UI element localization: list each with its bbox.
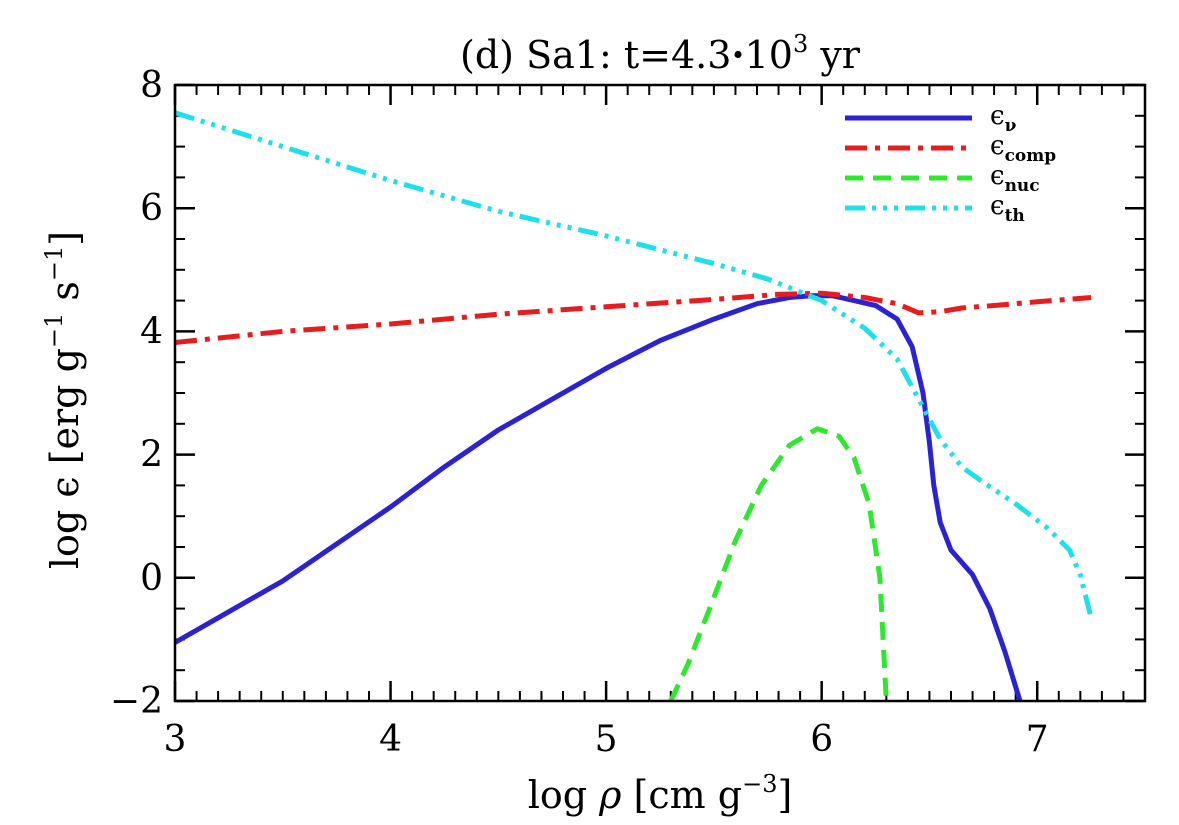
- ylabel-symbol: ϵ: [43, 476, 87, 497]
- x-tick-label: 4: [379, 719, 402, 760]
- y-tick-label: 4: [140, 311, 163, 352]
- ylabel-prefix: log: [43, 498, 87, 569]
- minor-ticks: [175, 85, 1146, 701]
- title-suffix: yr: [808, 33, 861, 77]
- y-axis-label: log ϵ [erg g−1 s−1]: [40, 231, 87, 569]
- y-tick-label: 2: [140, 435, 163, 476]
- xlabel-exponent: −3: [742, 770, 777, 798]
- title-exponent: 3: [793, 30, 808, 58]
- title-prefix: (d) Sa1: t=4.3: [460, 33, 731, 77]
- x-tick-labels: 3 4 5 6 7: [164, 719, 1049, 760]
- ylabel-middle: [erg g: [43, 348, 87, 476]
- x-tick-label: 5: [595, 719, 618, 760]
- xlabel-suffix: ]: [777, 773, 792, 817]
- ylabel-suffix: ]: [43, 231, 87, 246]
- series-layer: [173, 110, 1094, 703]
- xlabel-prefix: log: [528, 773, 599, 817]
- title-base: 10: [745, 33, 793, 77]
- x-axis-label: log ρ [cm g−3]: [528, 770, 793, 817]
- ylabel-exp2: −1: [40, 246, 68, 281]
- y-tick-labels: −2 0 2 4 6 8: [110, 65, 163, 722]
- y-tick-label: 0: [140, 558, 163, 599]
- ylabel-exp1: −1: [40, 313, 68, 348]
- title-dot: ·: [731, 32, 744, 77]
- x-tick-label: 7: [1026, 719, 1049, 760]
- chart-title: (d) Sa1: t=4.3·103 yr: [460, 30, 861, 77]
- legend-label-comp: ϵcomp: [990, 131, 1056, 166]
- x-tick-label: 6: [810, 719, 833, 760]
- xlabel-middle: [cm g: [621, 773, 742, 817]
- y-tick-label: 8: [140, 65, 163, 106]
- y-tick-label: 6: [140, 188, 163, 229]
- ylabel-middle2: s: [43, 281, 87, 313]
- series-line-comp: [174, 290, 1092, 345]
- plot-frame: [173, 83, 1147, 703]
- xlabel-symbol: ρ: [598, 773, 622, 817]
- legend-label-th: ϵth: [990, 191, 1025, 226]
- legend-label-ν: ϵν: [990, 101, 1017, 136]
- y-tick-label: −2: [110, 681, 163, 722]
- series-line-nuc: [668, 426, 889, 703]
- series-line-ν: [173, 293, 1023, 702]
- legend-label-nuc: ϵnuc: [990, 161, 1040, 196]
- x-tick-label: 3: [164, 719, 187, 760]
- series-line-th: [174, 110, 1094, 619]
